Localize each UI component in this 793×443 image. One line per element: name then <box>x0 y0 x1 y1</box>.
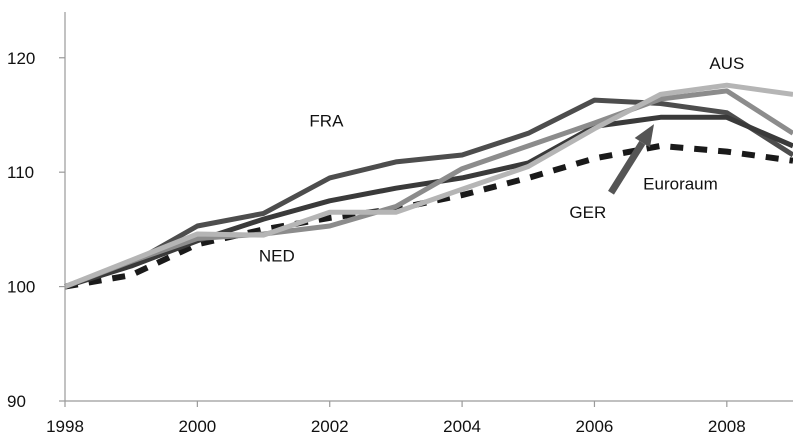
x-tick-label: 2006 <box>576 417 614 436</box>
ger-arrow-shaft <box>608 140 646 195</box>
series-label-ger: GER <box>569 203 606 222</box>
x-tick-label: 2008 <box>708 417 746 436</box>
series-line-aus <box>64 82 793 289</box>
axis-layer <box>64 12 793 402</box>
y-tick-label: 100 <box>7 278 35 297</box>
y-tick-label: 110 <box>7 163 34 182</box>
series-label-fra: FRA <box>309 111 344 130</box>
series-label-aus: AUS <box>709 54 744 73</box>
series-line-ned <box>64 88 793 289</box>
series-line-ger <box>64 114 793 289</box>
y-tick-label: 120 <box>7 49 35 68</box>
series-label-ned: NED <box>259 246 295 265</box>
x-tick-label: 2004 <box>443 417 481 436</box>
series-label-euroraum: Euroraum <box>643 174 718 193</box>
series-line-euroraum <box>64 142 793 290</box>
x-tick-label: 2000 <box>178 417 216 436</box>
ger-arrow-head <box>634 124 655 148</box>
series-line-fra <box>64 97 793 289</box>
y-tick-label: 90 <box>7 392 26 411</box>
annotation-layer: FRA AUS NED GER Euroraum <box>259 54 744 265</box>
tick-layer: 1998 2000 2002 2004 2006 2008 90 100 110 120 <box>7 49 746 436</box>
x-tick-label: 1998 <box>46 417 84 436</box>
series-layer <box>64 82 793 290</box>
x-tick-label: 2002 <box>311 417 349 436</box>
